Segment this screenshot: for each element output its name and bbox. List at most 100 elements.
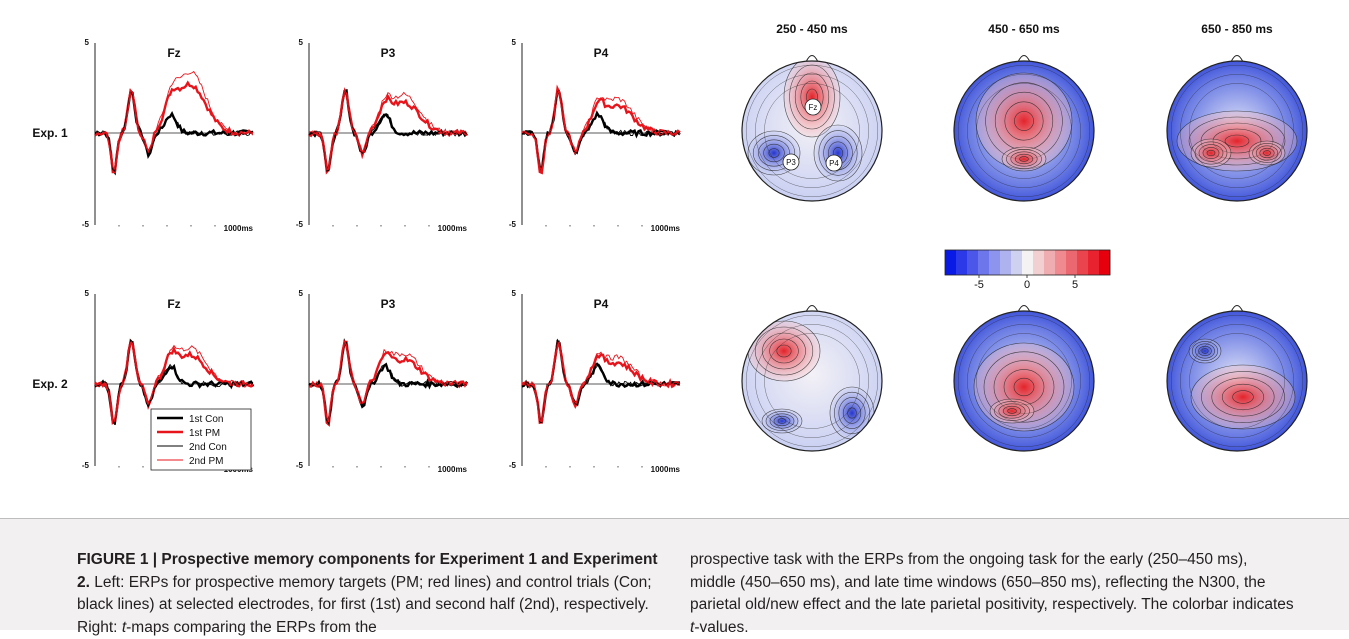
contour-line: [957, 64, 1091, 198]
topographic-map: [741, 305, 883, 452]
head-outline: [1166, 60, 1308, 202]
erp-trace: [308, 339, 468, 423]
positive-blob: [748, 321, 820, 381]
x-end-label: 1000ms: [438, 465, 468, 474]
contour-line: [1211, 377, 1275, 417]
contour-line: [1191, 341, 1219, 361]
erp-trace: [308, 88, 468, 172]
positive-blob: [1191, 139, 1231, 167]
erp-panel: 5 -5 1000ms P4: [509, 289, 681, 474]
nose: [805, 55, 819, 63]
contour-line: [1189, 333, 1285, 429]
contour-line: [745, 64, 879, 198]
contour-line: [1259, 147, 1275, 159]
contour-line: [1188, 116, 1286, 166]
colorbar-frame: [944, 249, 1111, 276]
time-window-label: 450 - 650 ms: [988, 22, 1060, 36]
erp-trace: [94, 338, 254, 425]
erp-trace: [521, 89, 681, 171]
negative-blob: [830, 387, 874, 439]
erp-trace: [308, 88, 468, 171]
electrode-marker-label: P3: [786, 158, 796, 167]
topographic-map: [1166, 55, 1308, 202]
negative-blob: [762, 409, 802, 433]
positive-blob: [990, 399, 1034, 423]
time-window-label: 250 - 450 ms: [776, 22, 848, 36]
topographic-map: [953, 305, 1095, 452]
erp-trace: [94, 341, 254, 422]
contour-line: [1224, 134, 1250, 148]
negative-blob: [1189, 339, 1221, 363]
contour-line: [1007, 408, 1017, 414]
colorbar-cell: [1022, 250, 1034, 275]
experiment-label: Exp. 1: [32, 126, 68, 140]
contour-line: [1002, 405, 1022, 417]
ymax-label: 5: [512, 38, 517, 47]
caption-left-text-b: -maps comparing the ERPs from the: [126, 618, 377, 636]
legend-label: 1st PM: [189, 428, 220, 439]
contour-line: [1189, 83, 1285, 179]
caption-title: FIGURE 1 | Prospective memory components…: [77, 551, 658, 591]
electrode-marker-label: Fz: [809, 103, 818, 112]
colorbar-cell: [1011, 250, 1023, 275]
contour-line: [747, 130, 801, 176]
contour-line: [1170, 314, 1304, 448]
contour-line: [1176, 110, 1298, 172]
contour-line: [1019, 156, 1029, 162]
x-end-label: 1000ms: [651, 224, 681, 233]
erp-trace: [308, 86, 468, 171]
map-field: [1167, 311, 1307, 451]
contour-line: [762, 332, 806, 370]
contour-line: [1180, 74, 1294, 188]
topographic-map: [1166, 305, 1308, 452]
ymin-label: -5: [296, 461, 304, 470]
legend-label: 2nd Con: [189, 442, 227, 453]
colorbar-tick-label: -5: [974, 279, 984, 291]
nose: [1017, 55, 1031, 63]
contour-line: [1006, 149, 1042, 169]
contour-line: [967, 324, 1081, 438]
contour-line: [1263, 150, 1271, 156]
head-outline: [741, 310, 883, 452]
contour-line: [1014, 153, 1034, 165]
contour-line: [1010, 151, 1038, 167]
contour-line: [1201, 348, 1209, 354]
colorbar-cell: [1088, 250, 1100, 275]
contour-line: [847, 407, 857, 419]
contour-line: [957, 314, 1091, 448]
erp-trace: [94, 80, 254, 174]
contour-line: [1232, 390, 1254, 404]
contour-line: [973, 342, 1075, 432]
colorbar-cell: [945, 250, 957, 275]
positive-blob: [784, 61, 840, 137]
map-field: [1167, 61, 1307, 201]
contour-line: [768, 148, 780, 158]
contour-line: [783, 61, 841, 138]
head-outline: [741, 60, 883, 202]
colorbar-cell: [956, 250, 968, 275]
contour-line: [1170, 64, 1304, 198]
contour-line: [763, 143, 785, 163]
contour-line: [1248, 140, 1286, 166]
contour-line: [1013, 377, 1035, 397]
contour-line: [755, 74, 869, 188]
contour-line: [776, 344, 792, 358]
ymin-label: -5: [82, 461, 90, 470]
legend-label: 2nd PM: [189, 456, 223, 467]
contour-line: [794, 72, 830, 122]
contour-line: [983, 351, 1065, 423]
colorbar-cell: [1000, 250, 1012, 275]
contour-line: [818, 130, 858, 176]
contour-line: [838, 397, 866, 429]
ymax-label: 5: [299, 289, 304, 298]
ymin-label: -5: [296, 220, 304, 229]
contour-line: [769, 338, 799, 364]
electrode-label: P4: [594, 46, 609, 60]
colorbar-cell: [1033, 250, 1045, 275]
head-outline: [953, 60, 1095, 202]
contour-line: [1221, 383, 1265, 411]
contour-line: [989, 398, 1035, 424]
topographic-map: [953, 55, 1095, 202]
contour-line: [813, 124, 863, 182]
